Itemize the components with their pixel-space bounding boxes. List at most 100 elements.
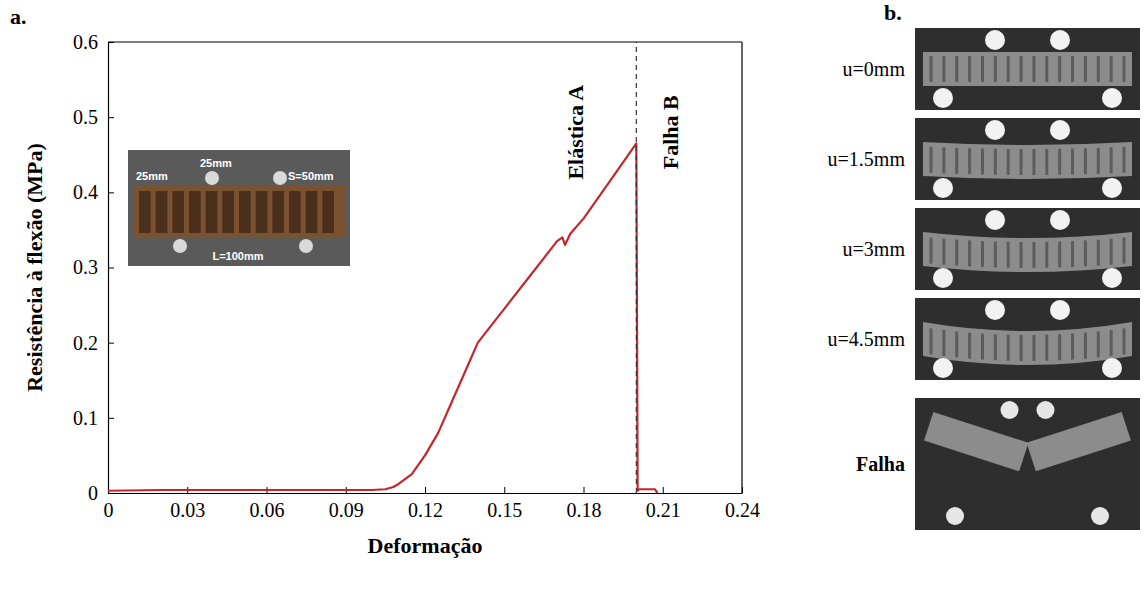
photo-beam-cell xyxy=(1110,330,1113,356)
inset-beam-cell xyxy=(156,191,168,233)
photo-roller xyxy=(985,210,1005,230)
photo-roller xyxy=(933,358,953,378)
x-tick-mark xyxy=(584,487,585,493)
photo-beam-cell xyxy=(930,238,933,264)
inset-label: 25mm xyxy=(136,170,168,182)
x-axis: 00.030.060.090.120.150.180.210.24 xyxy=(104,487,761,521)
photo-beam-cell xyxy=(1045,335,1048,361)
photo-roller xyxy=(1050,300,1070,320)
photo-beam-cell xyxy=(1007,149,1010,175)
inset-beam xyxy=(133,186,345,238)
photo-beam-cell xyxy=(930,147,933,173)
photo-beam-cell xyxy=(1032,149,1035,175)
photo-roller xyxy=(985,300,1005,320)
y-tick-label: 0.3 xyxy=(73,256,98,278)
inset-label: L=100mm xyxy=(212,250,263,262)
photo-beam-cell xyxy=(1071,56,1074,82)
inset-roller xyxy=(173,239,187,253)
inset-roller xyxy=(273,171,287,185)
photo-label: u=1.5mm xyxy=(828,148,906,170)
photo-beam-cell xyxy=(968,240,971,266)
inset-label: 25mm xyxy=(200,157,232,169)
photo-beam-cell xyxy=(1058,242,1061,268)
photo-beam-cell xyxy=(955,148,958,174)
x-tick: 0.09 xyxy=(329,487,364,521)
photo-label: u=4.5mm xyxy=(828,328,906,350)
photo-beam xyxy=(923,232,1132,272)
photo-roller xyxy=(985,120,1005,140)
photo-beam-cell xyxy=(1071,241,1074,267)
plot-area xyxy=(108,42,657,493)
x-tick-label: 0.03 xyxy=(170,499,205,521)
photo-beam-cell xyxy=(1007,242,1010,268)
photo-roller xyxy=(1102,268,1122,288)
inset-photo: 25mm 25mm S=50mm L=100mm xyxy=(128,150,350,266)
photo-label: u=3mm xyxy=(843,238,906,260)
photo-roller xyxy=(1102,178,1122,198)
photo-roller xyxy=(985,30,1005,50)
photo-beam-cell xyxy=(955,56,958,82)
photo-roller xyxy=(1037,401,1055,419)
photo-roller xyxy=(1050,120,1070,140)
photo-beam-cell xyxy=(1020,149,1023,175)
y-tick-mark xyxy=(108,493,114,494)
y-tick-mark xyxy=(108,418,114,419)
y-tick: 0.1 xyxy=(73,407,114,429)
inset-beam-cell xyxy=(256,191,268,233)
photo-beam-cell xyxy=(1071,334,1074,360)
photo-beam-cell xyxy=(1084,148,1087,174)
photo-beam-cell xyxy=(1097,148,1100,174)
y-tick-mark xyxy=(108,268,114,269)
inset-beam-cell xyxy=(306,191,318,233)
frame-right xyxy=(741,42,742,493)
x-tick-label: 0.15 xyxy=(487,499,522,521)
x-tick-label: 0.18 xyxy=(567,499,602,521)
y-tick-mark xyxy=(108,343,114,344)
photo-beam-cell xyxy=(994,334,997,360)
y-tick-label: 0.1 xyxy=(73,407,98,429)
x-tick: 0.06 xyxy=(250,487,285,521)
photo-frame xyxy=(915,298,1140,380)
y-tick-label: 0 xyxy=(88,482,98,504)
inset-label: S=50mm xyxy=(288,170,334,182)
panel-label: b. xyxy=(884,0,902,25)
x-tick-mark xyxy=(504,487,505,493)
y-tick-mark xyxy=(108,42,114,43)
x-tick-mark xyxy=(663,487,664,493)
inset-beam-cell xyxy=(322,191,334,233)
photo-beam-cell xyxy=(1058,149,1061,175)
photo-broken-beam xyxy=(1027,412,1131,471)
photo-roller xyxy=(933,268,953,288)
photo-beam-cell xyxy=(1123,147,1126,173)
photo-roller xyxy=(1050,30,1070,50)
inset-roller xyxy=(205,171,219,185)
photo-beam-cell xyxy=(1058,56,1061,82)
y-tick-mark xyxy=(108,192,114,193)
photo-beam-cell xyxy=(942,330,945,356)
photo-background xyxy=(915,118,1140,200)
inset-beam-cell xyxy=(172,191,184,233)
x-tick: 0.15 xyxy=(487,487,522,521)
inset-beam-cell xyxy=(189,191,201,233)
x-axis-line xyxy=(109,493,743,494)
photo-roller xyxy=(1102,88,1122,108)
photo-beam-cell xyxy=(930,328,933,354)
photo-beam-cell xyxy=(942,239,945,265)
data-line xyxy=(108,143,657,493)
x-tick: 0.03 xyxy=(170,487,205,521)
photo-roller xyxy=(933,88,953,108)
photo-beam-cell xyxy=(994,242,997,268)
photo-beam-cell xyxy=(968,56,971,82)
photo-beam-cell xyxy=(1032,242,1035,268)
photo-roller xyxy=(933,178,953,198)
photo-beam xyxy=(923,322,1132,365)
photo-beam-cell xyxy=(1123,328,1126,354)
inset-beam-cell xyxy=(272,191,284,233)
photo-beam-cell xyxy=(1097,331,1100,357)
photo-frame xyxy=(915,28,1140,110)
frame-top xyxy=(108,41,742,42)
photo-beam-cell xyxy=(1007,335,1010,361)
y-tick: 0.4 xyxy=(73,181,114,203)
inset-beam-cell xyxy=(289,191,301,233)
photo-background xyxy=(915,208,1140,290)
